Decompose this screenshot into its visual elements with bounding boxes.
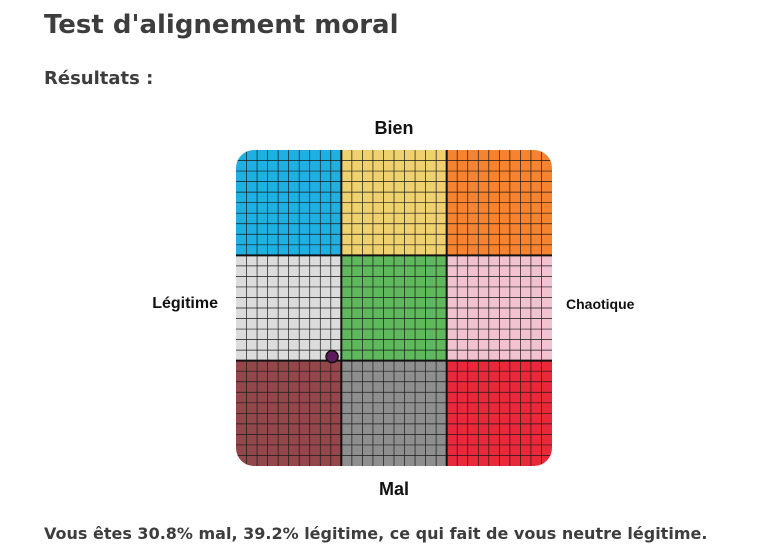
alignment-chart	[236, 150, 552, 466]
axis-label-evil: Mal	[378, 479, 409, 499]
result-marker	[325, 349, 339, 364]
axis-label-chaotic: Chaotique	[566, 296, 635, 312]
result-sentence: Vous êtes 30.8% mal, 39.2% légitime, ce …	[44, 524, 708, 543]
alignment-grid-svg	[236, 150, 552, 466]
axis-label-lawful: Légitime	[152, 295, 218, 312]
axis-label-good: Bien	[374, 118, 414, 138]
page-title: Test d'alignement moral	[44, 10, 399, 40]
results-heading: Résultats :	[44, 68, 154, 89]
alignment-grid	[236, 150, 552, 466]
